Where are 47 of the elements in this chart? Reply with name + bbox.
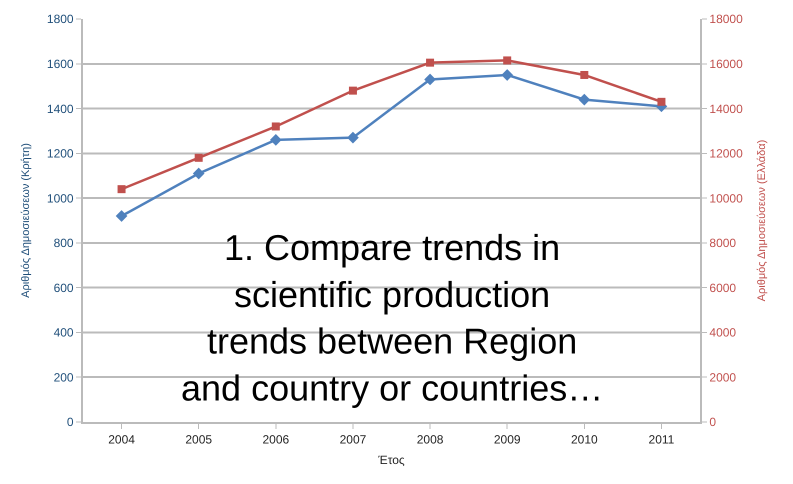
- y2-tick-label: 14000: [709, 102, 744, 116]
- y2-tick-label: 0: [709, 415, 716, 430]
- x-tick-label: 2005: [185, 432, 212, 446]
- x-tick-label: 2004: [108, 432, 136, 446]
- y2-tick-label: 4000: [709, 326, 736, 340]
- y-tick-label: 800: [54, 236, 74, 250]
- point: [270, 134, 282, 146]
- point: [503, 56, 512, 64]
- point: [118, 185, 126, 194]
- x-tick-label: 2008: [416, 432, 444, 446]
- y-axis-title: Αριθμός Δημοσιεύσεων (Κρήτη): [20, 143, 32, 298]
- y2-tick-label: 8000: [709, 236, 736, 250]
- y2-tick-label: 18000: [709, 12, 744, 26]
- x-tick-label: 2010: [570, 432, 598, 446]
- y-tick-label: 1200: [46, 146, 74, 161]
- point: [580, 70, 588, 79]
- point: [192, 168, 205, 180]
- y-tick-label: 1400: [46, 102, 74, 116]
- y-tick-label: 200: [54, 370, 74, 384]
- point: [424, 74, 436, 86]
- x-tick-label: 2009: [494, 432, 521, 446]
- y2-tick-label: 16000: [709, 56, 744, 71]
- point: [194, 154, 203, 162]
- x-tick-label: 2006: [262, 432, 290, 446]
- x-tick-label: 2007: [340, 432, 367, 446]
- x-axis-title: Έτος: [377, 452, 405, 467]
- y-tick-label: 1000: [46, 191, 74, 206]
- y-tick-label: 1800: [46, 12, 74, 26]
- point: [426, 58, 434, 67]
- point: [501, 69, 514, 81]
- y-tick-label: 600: [54, 280, 74, 295]
- y-tick-label: 1600: [46, 56, 74, 71]
- y2-tick-label: 10000: [709, 191, 744, 206]
- y-tick-label: 400: [54, 326, 74, 340]
- point: [272, 122, 280, 130]
- point: [578, 94, 590, 106]
- y2-axis-title: Αριθμός Δημοσιεύσεων (Ελλάδα): [756, 140, 768, 302]
- y2-tick-label: 6000: [709, 280, 736, 295]
- point: [348, 86, 357, 95]
- x-tick-label: 2011: [648, 432, 675, 446]
- point: [347, 132, 359, 144]
- y2-tick-label: 12000: [709, 146, 744, 161]
- point: [657, 98, 666, 106]
- annotation: 1. Compare trends in scientific production trends between Region and country or countries…: [181, 227, 604, 408]
- point: [116, 210, 128, 222]
- y2-tick-label: 2000: [709, 370, 736, 384]
- y-tick-label: 0: [66, 415, 74, 430]
